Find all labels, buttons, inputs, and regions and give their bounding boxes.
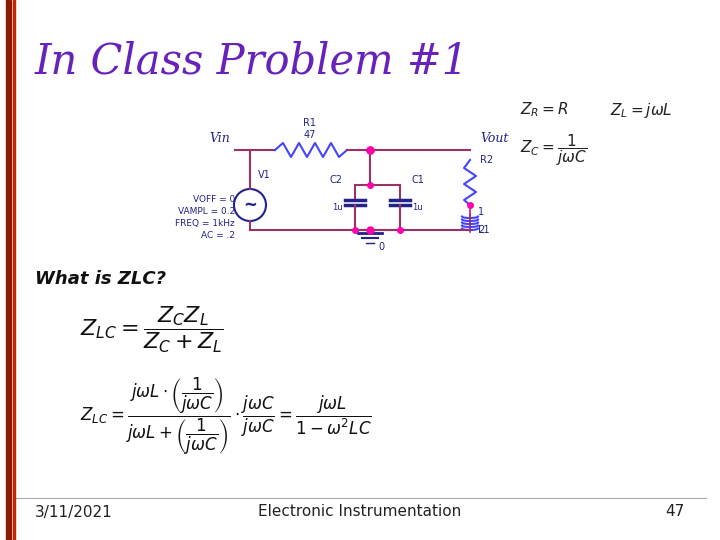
Text: Electronic Instrumentation: Electronic Instrumentation <box>258 504 462 519</box>
Text: $Z_R = R$: $Z_R = R$ <box>520 100 569 119</box>
Text: L1: L1 <box>478 225 490 235</box>
Text: VAMPL = 0.2: VAMPL = 0.2 <box>178 207 235 216</box>
Bar <box>13 0 15 540</box>
Text: $Z_C = \dfrac{1}{j\omega C}$: $Z_C = \dfrac{1}{j\omega C}$ <box>520 132 587 168</box>
Text: R2: R2 <box>480 155 493 165</box>
Text: 3/11/2021: 3/11/2021 <box>35 504 113 519</box>
Text: $Z_L = j\omega L$: $Z_L = j\omega L$ <box>610 100 672 119</box>
Text: 1u: 1u <box>412 202 423 212</box>
Text: What is ZLC?: What is ZLC? <box>35 270 166 288</box>
Text: 1: 1 <box>478 207 484 217</box>
Text: Vin: Vin <box>210 132 230 145</box>
Bar <box>6 0 11 540</box>
Text: 0: 0 <box>378 242 384 252</box>
Text: Vout: Vout <box>480 132 508 145</box>
Text: C2: C2 <box>330 175 343 185</box>
Text: V1: V1 <box>258 170 271 180</box>
Text: AC = .2: AC = .2 <box>201 231 235 240</box>
Text: ~: ~ <box>243 196 257 214</box>
Text: C1: C1 <box>412 175 425 185</box>
Text: VOFF = 0: VOFF = 0 <box>193 195 235 204</box>
Text: 1u: 1u <box>333 202 343 212</box>
Text: $Z_{LC} = \dfrac{j\omega L \cdot \left(\dfrac{1}{j\omega C}\right)}{j\omega L + : $Z_{LC} = \dfrac{j\omega L \cdot \left(\… <box>80 375 372 457</box>
Text: $Z_{LC} = \dfrac{Z_C Z_L}{Z_C + Z_L}$: $Z_{LC} = \dfrac{Z_C Z_L}{Z_C + Z_L}$ <box>80 305 224 355</box>
Text: 2: 2 <box>478 225 485 235</box>
Text: R1: R1 <box>304 118 317 128</box>
Text: 47: 47 <box>666 504 685 519</box>
Text: 47: 47 <box>304 130 316 140</box>
Text: FREQ = 1kHz: FREQ = 1kHz <box>175 219 235 228</box>
Text: In Class Problem #1: In Class Problem #1 <box>35 40 469 82</box>
